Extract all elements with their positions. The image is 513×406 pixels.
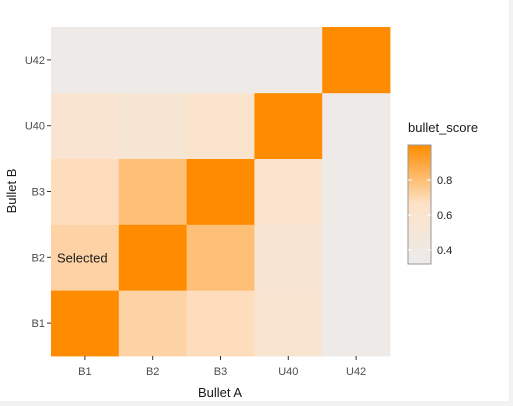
x-tick-label: B2: [146, 366, 159, 378]
heatmap-cell-u40-u42: [254, 27, 323, 94]
selected-annotation: Selected: [57, 250, 108, 265]
y-axis-title: Bullet B: [4, 169, 19, 214]
y-tick-label: B3: [32, 187, 45, 199]
heatmap-cell-u40-b1: [254, 290, 323, 357]
heatmap-cell-u40-b3: [254, 158, 323, 225]
y-tick-label: B1: [32, 318, 45, 330]
legend: bullet_score 0.4 0.6 0.8: [407, 120, 478, 265]
x-tick-label: U42: [346, 366, 366, 378]
heatmap-cell-b1-u42: [51, 27, 120, 94]
heatmap-cell-u40-u40: [254, 92, 323, 159]
heatmap-cell-b2-u40: [118, 92, 187, 159]
x-tick-label: B1: [78, 366, 91, 378]
heatmap-cells: [51, 27, 391, 357]
legend-tick-label: 0.8: [437, 175, 452, 187]
heatmap-cell-b1-u40: [51, 92, 120, 159]
heatmap-cell-b1-b2: [51, 224, 120, 291]
heatmap-cell-u42-b3: [322, 158, 391, 225]
legend-tick-label: 0.6: [437, 210, 452, 222]
y-axis: B1 B2 B3 U40 U42: [25, 55, 51, 330]
heatmap-cell-b3-u42: [186, 27, 255, 94]
heatmap-cell-u42-u42: [322, 27, 391, 94]
annotation-layer: Selected: [57, 250, 108, 265]
heatmap-cell-b3-u40: [186, 92, 255, 159]
legend-tick-label: 0.4: [437, 245, 452, 257]
chart-panel: Selected B1 B2 B3 U40 U42 B1 B2 B3 U40 U42 Bulle…: [0, 0, 509, 401]
y-tick-label: U40: [25, 121, 45, 133]
heatmap-cell-b1-b3: [51, 158, 120, 225]
heatmap-cell-b1-b1: [51, 290, 120, 357]
heatmap-cell-u42-u40: [322, 92, 391, 159]
heatmap-chart: Selected B1 B2 B3 U40 U42 B1 B2 B3 U40 U42 Bulle…: [4, 27, 478, 400]
heatmap-cell-b3-b1: [186, 290, 255, 357]
heatmap-cell-u42-b2: [322, 224, 391, 291]
heatmap-cell-b2-b3: [118, 158, 187, 225]
heatmap-cell-b2-u42: [118, 27, 187, 94]
heatmap-cell-b3-b2: [186, 224, 255, 291]
x-tick-label: B3: [214, 366, 227, 378]
heatmap-cell-u40-b2: [254, 224, 323, 291]
heatmap-cell-b2-b2: [118, 224, 187, 291]
legend-colorbar: [407, 144, 432, 265]
x-tick-label: U40: [278, 366, 298, 378]
legend-ticks: 0.4 0.6 0.8: [408, 175, 452, 257]
legend-title: bullet_score: [408, 120, 478, 135]
x-axis: B1 B2 B3 U40 U42: [78, 356, 366, 378]
heatmap-cell-u42-b1: [322, 290, 391, 357]
heatmap-cell-b3-b3: [186, 158, 255, 225]
heatmap-cell-b2-b1: [118, 290, 187, 357]
y-tick-label: B2: [32, 252, 45, 264]
y-tick-label: U42: [25, 55, 45, 67]
x-axis-title: Bullet A: [198, 385, 242, 400]
